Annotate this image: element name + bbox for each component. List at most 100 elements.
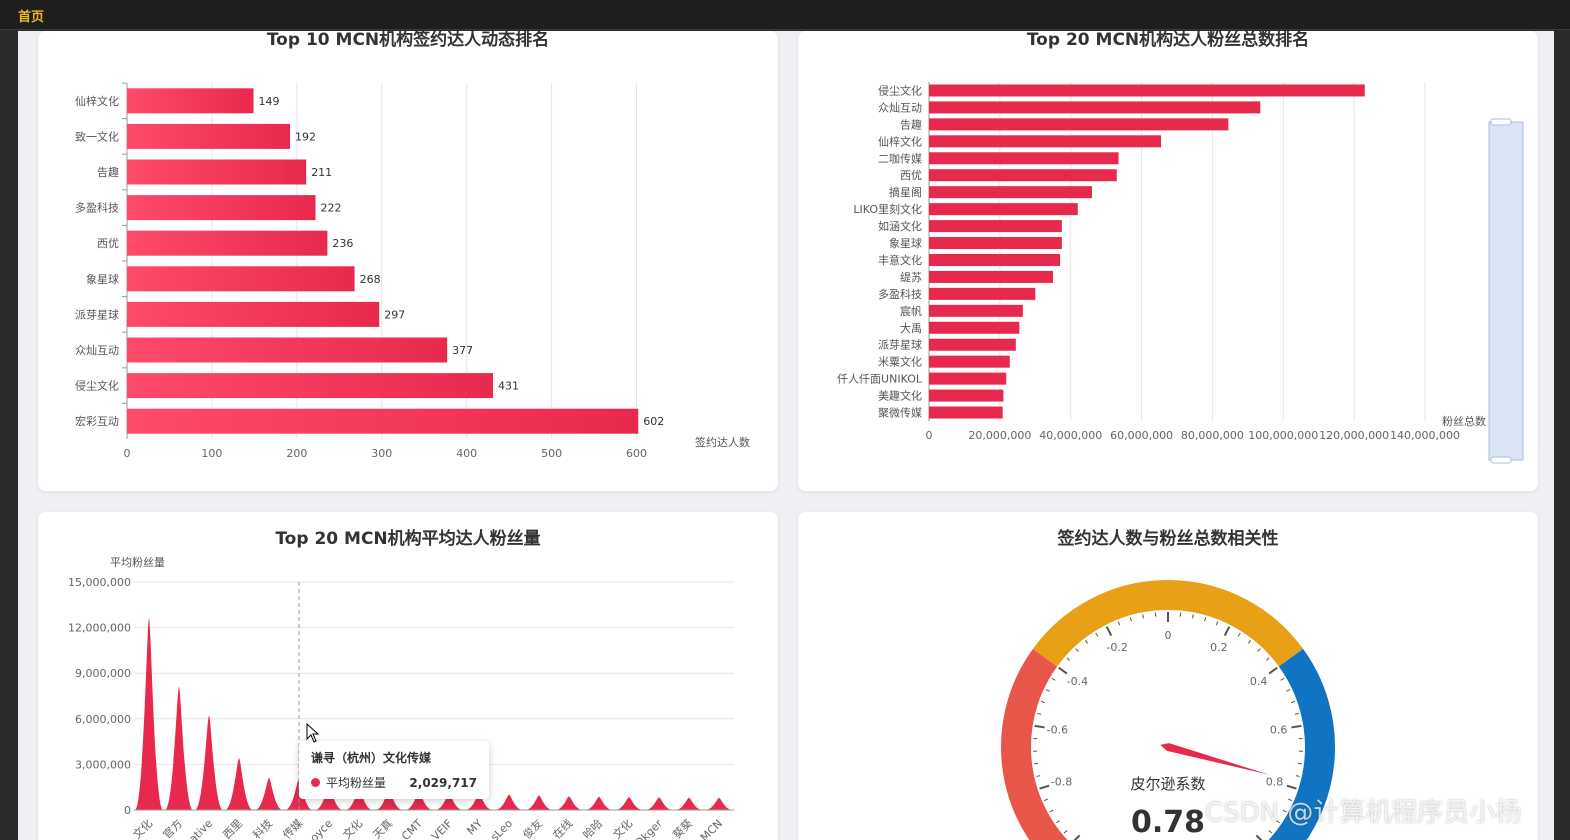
gauge-tick xyxy=(1276,820,1280,824)
x-tick-label: 500 xyxy=(541,447,562,460)
x-category-label: 哈哈 xyxy=(580,817,605,840)
gauge-tick xyxy=(1056,820,1060,824)
gauge-tick xyxy=(1291,700,1296,704)
y-category-label: 仙梓文化 xyxy=(878,134,922,148)
x-tick-label: 80,000,000 xyxy=(1181,429,1244,442)
gauge-tick xyxy=(1095,632,1099,637)
chart-panel-signed-ranking: Top 10 MCN机构签约达人动态排名 0 100 200 300 400 500 600 签… xyxy=(38,31,778,491)
bar xyxy=(929,203,1078,216)
chart-title: Top 20 MCN机构达人粉丝总数排名 xyxy=(1027,31,1309,50)
gauge-tick xyxy=(1268,830,1273,834)
chart-signed-ranking: Top 10 MCN机构签约达人动态排名 0 100 200 300 400 500 600 签… xyxy=(75,31,750,460)
bar xyxy=(127,123,291,149)
bar xyxy=(929,118,1229,131)
gauge-tick xyxy=(1215,621,1219,626)
gauge-tick xyxy=(1192,614,1194,619)
gauge-tick xyxy=(1129,617,1132,622)
x-tick-label: 400 xyxy=(456,447,477,460)
y-category-label: 丰意文化 xyxy=(878,253,922,267)
bar-value-label: 149 xyxy=(259,95,280,108)
x-tick-label: 0 xyxy=(124,447,131,460)
bar-value-label: 297 xyxy=(384,308,405,321)
x-tick-label: 200 xyxy=(286,447,307,460)
x-category-label: sLeo xyxy=(488,817,515,840)
tooltip-title: 谦寻（杭州）文化传媒 xyxy=(311,751,432,765)
gauge-tick xyxy=(1051,677,1056,681)
area-peak xyxy=(645,797,673,810)
bar-value-label: 222 xyxy=(321,202,342,215)
bar xyxy=(929,84,1365,97)
bar xyxy=(929,372,1007,385)
y-category-label: 美趣文化 xyxy=(878,389,922,403)
y-category-label: 象星球 xyxy=(86,272,119,286)
data-zoom-slider xyxy=(1488,121,1524,461)
bar xyxy=(929,270,1053,283)
bar-value-label: 602 xyxy=(643,415,664,428)
chart-panel-fans-ranking: Top 20 MCN机构达人粉丝总数排名 0 20,000,000 40,000,00… xyxy=(798,31,1538,491)
y-category-label: 宏彩互动 xyxy=(75,414,119,428)
gauge-tick xyxy=(1142,614,1144,619)
chart-correlation-gauge: 签约达人数与粉丝总数相关性 -0.8 -0.6 -0.4 -0.2 0 0.2 0.4 0.6 0… xyxy=(1001,528,1335,840)
area-peak xyxy=(465,794,493,810)
area-peak xyxy=(585,796,613,810)
watermark: CSDN @计算机程序员小杨 xyxy=(1205,798,1522,828)
gauge-tick xyxy=(1058,666,1068,675)
gauge-tick xyxy=(1037,712,1042,715)
y-category-label: 如涵文化 xyxy=(878,219,922,233)
gauge-tick xyxy=(1282,809,1287,813)
gauge-tick xyxy=(1073,834,1081,840)
gauge-value: 0.78 xyxy=(1131,805,1205,840)
x-category-label: MCN xyxy=(698,817,725,840)
y-category-label: 聚微传媒 xyxy=(878,406,922,420)
gauge-tick xyxy=(1268,666,1278,675)
x-tick-label: 140,000,000 xyxy=(1390,429,1460,442)
x-category-label: 文化 xyxy=(610,816,635,840)
x-tick-label: 100 xyxy=(201,447,222,460)
y-category-label: 象星球 xyxy=(889,236,922,250)
gauge-tick xyxy=(1049,809,1054,813)
gauge-tick xyxy=(1034,762,1039,765)
bar xyxy=(929,220,1062,233)
x-tick-label: 600 xyxy=(626,447,647,460)
area-peak xyxy=(675,797,703,810)
x-axis-name: 签约达人数 xyxy=(695,435,750,449)
gauge-tick xyxy=(1040,700,1045,704)
y-category-label: 缇苏 xyxy=(900,270,922,284)
gauge-tick xyxy=(1036,775,1041,777)
gauge-tick xyxy=(1280,677,1285,681)
gauge-tick xyxy=(1066,657,1071,661)
bar xyxy=(127,230,328,256)
dashboard-content: Top 10 MCN机构签约达人动态排名 0 100 200 300 400 500 600 签… xyxy=(18,31,1554,840)
gauge-tick xyxy=(1265,657,1270,661)
area-peak xyxy=(195,715,223,810)
bar xyxy=(929,321,1020,334)
y-category-label: 摘星阁 xyxy=(889,185,922,199)
y-tick-label: 12,000,000 xyxy=(68,622,131,635)
bar xyxy=(929,389,1004,402)
bar xyxy=(929,152,1119,165)
gauge-tick xyxy=(1247,640,1252,644)
bar xyxy=(929,406,1003,419)
tooltip-series-label: 平均粉丝量 xyxy=(326,776,387,790)
area-peak xyxy=(225,758,253,810)
gauge-tick xyxy=(1039,784,1050,790)
x-tick-label: 0 xyxy=(926,429,933,442)
area-peak xyxy=(345,788,373,810)
area-peak xyxy=(165,686,193,810)
area-peak xyxy=(375,790,403,810)
y-tick-label: 6,000,000 xyxy=(75,713,131,726)
chart-fans-ranking: Top 20 MCN机构达人粉丝总数排名 0 20,000,000 40,000,00… xyxy=(837,31,1524,464)
slider-handle-top xyxy=(1490,118,1512,126)
gauge-tick-label: -0.2 xyxy=(1106,641,1127,654)
bar xyxy=(127,408,639,434)
gauge-tick xyxy=(1237,632,1241,637)
y-category-label: 仙梓文化 xyxy=(75,94,119,108)
gauge-tick xyxy=(1255,834,1263,840)
home-link[interactable]: 首页 xyxy=(18,10,45,25)
gauge-tick xyxy=(1286,784,1297,790)
area-peak xyxy=(525,795,553,810)
area-peak xyxy=(405,791,433,810)
gauge-tick xyxy=(1075,648,1079,652)
bar xyxy=(127,373,494,399)
y-category-label: 多盈科技 xyxy=(878,287,922,301)
